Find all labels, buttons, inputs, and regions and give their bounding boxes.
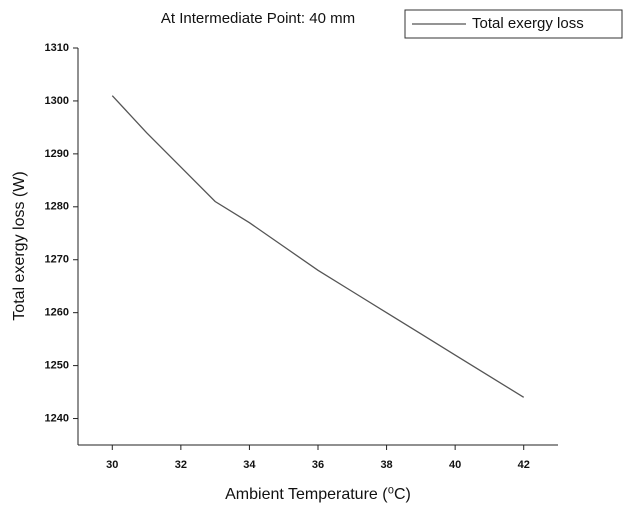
x-tick-label: 36 (312, 459, 324, 471)
x-tick-label: 34 (243, 459, 256, 471)
y-tick-label: 1270 (45, 254, 69, 266)
y-tick-label: 1290 (45, 148, 69, 160)
legend-label: Total exergy loss (472, 15, 584, 32)
x-tick-label: 32 (175, 459, 187, 471)
x-axis-label: Ambient Temperature (⁰C) (225, 486, 411, 503)
x-tick-label: 42 (518, 459, 530, 471)
x-tick-label: 40 (449, 459, 461, 471)
chart-title: At Intermediate Point: 40 mm (161, 10, 355, 27)
x-tick-label: 30 (106, 459, 118, 471)
y-tick-label: 1280 (45, 201, 69, 213)
y-axis-label: Total exergy loss (W) (11, 171, 28, 320)
y-tick-label: 1260 (45, 307, 69, 319)
y-tick-label: 1310 (45, 42, 69, 54)
x-tick-label: 38 (380, 459, 392, 471)
y-tick-label: 1250 (45, 360, 69, 372)
data-line (111, 95, 525, 398)
y-tick-label: 1300 (45, 95, 69, 107)
y-tick-label: 1240 (45, 412, 69, 424)
